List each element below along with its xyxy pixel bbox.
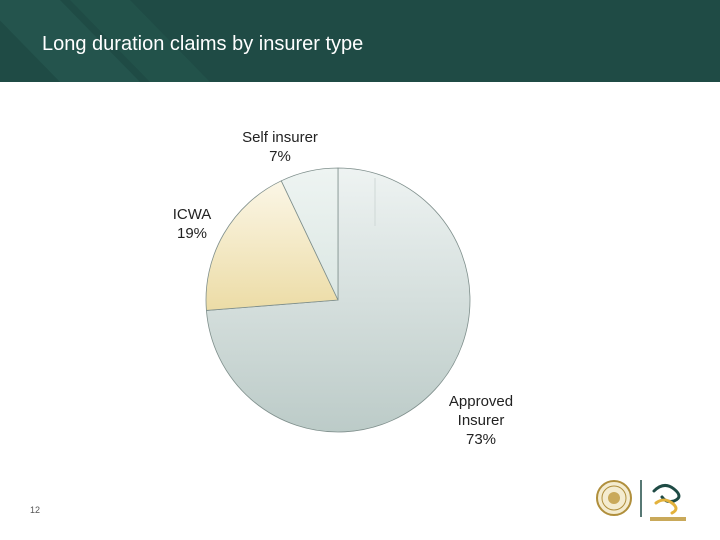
workcover-wa-logo	[650, 484, 686, 521]
label-approved-name-line1: Approved	[448, 393, 514, 410]
label-approved-pct: 73%	[465, 431, 497, 448]
pie-slice-icwa	[205, 180, 339, 311]
header-decoration	[0, 0, 210, 82]
label-self-insurer: Self insurer 7%	[230, 128, 330, 166]
footer-logos	[596, 480, 686, 521]
label-icwa-name: ICWA	[172, 206, 212, 223]
label-self-insurer-name: Self insurer	[242, 129, 318, 146]
crest-logo	[596, 480, 632, 516]
label-approved-name-line2: Insurer	[457, 412, 505, 429]
label-self-insurer-pct: 7%	[269, 148, 291, 165]
label-icwa: ICWA 19%	[162, 205, 222, 243]
pie-slice-self-insurer	[280, 167, 339, 301]
label-icwa-pct: 19%	[176, 225, 208, 242]
slide-title: Long duration claims by insurer type	[42, 33, 364, 55]
title-bar: Long duration claims by insurer type	[0, 0, 720, 82]
page-number: 12	[30, 505, 41, 515]
label-approved-insurer: Approved Insurer 73%	[431, 392, 531, 449]
